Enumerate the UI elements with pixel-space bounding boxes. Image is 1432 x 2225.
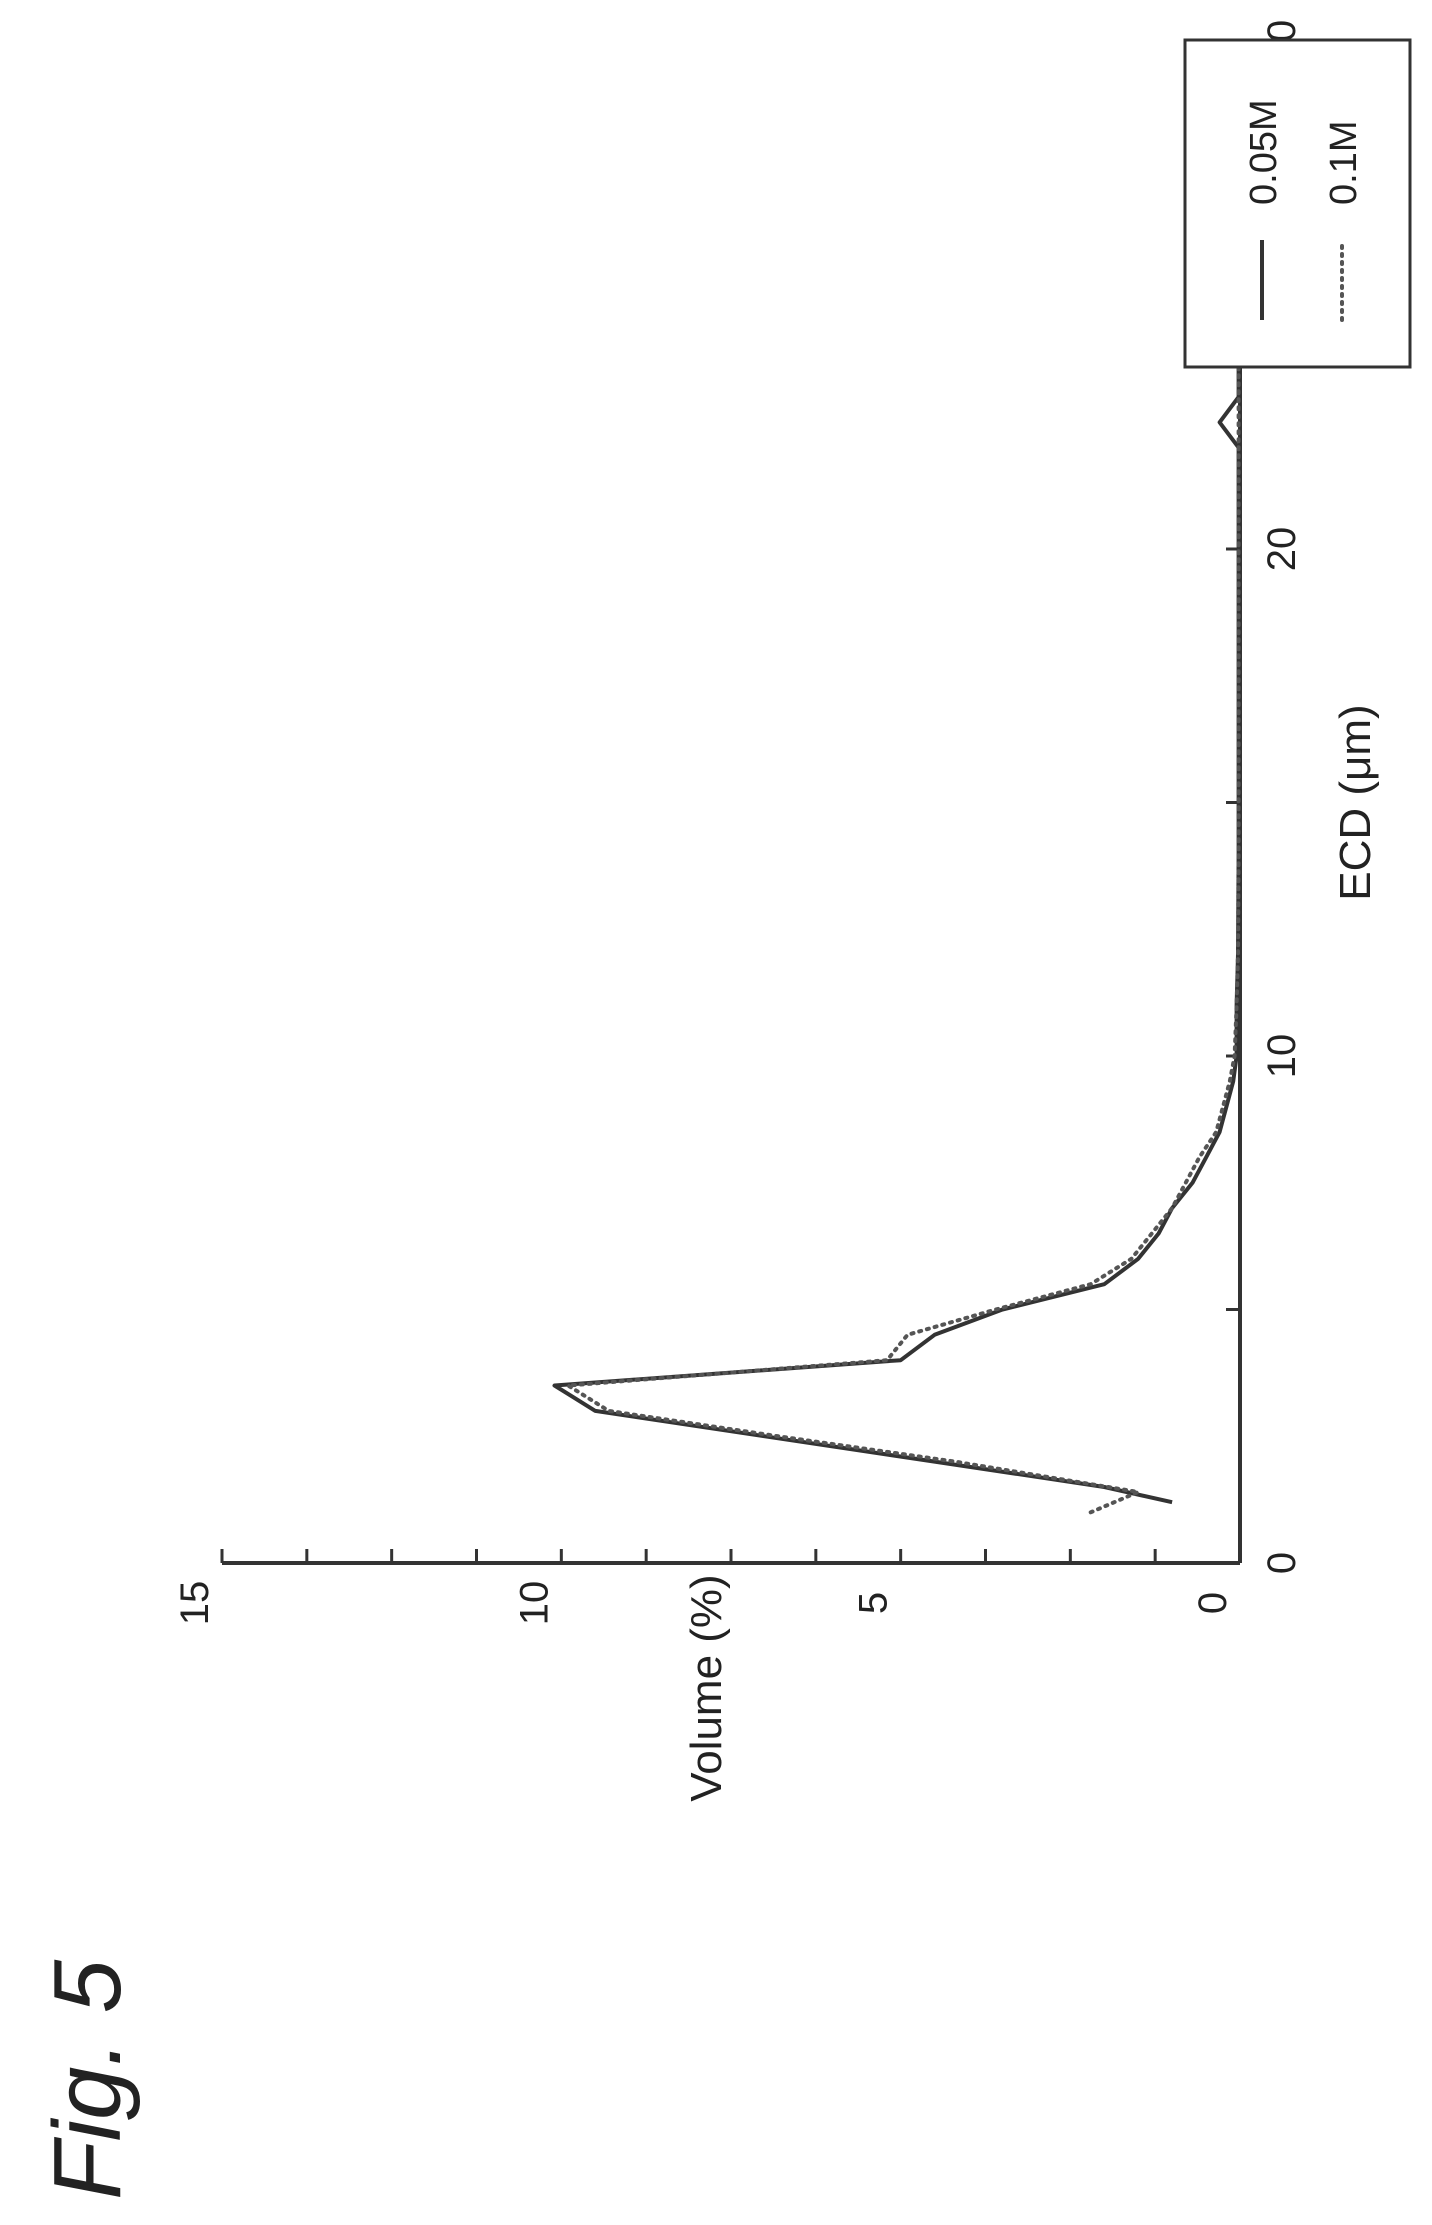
x-tick-label: 20 (1260, 527, 1304, 572)
y-axis-label: Volume (%) (682, 1574, 731, 1801)
legend-label-0.05M: 0.05M (1243, 99, 1285, 205)
plot-area: 0102030051015 (173, 20, 1304, 1626)
axes (222, 42, 1242, 1565)
figure-label: Fig. 5 (34, 1959, 141, 2200)
y-tick-label: 10 (512, 1581, 556, 1626)
y-tick-label: 15 (173, 1581, 217, 1626)
legend: 0.05M 0.1M (1183, 38, 1412, 369)
series-layer (552, 40, 1241, 1515)
ticks: 0102030051015 (173, 20, 1304, 1626)
y-tick-label: 5 (852, 1592, 896, 1614)
series-line-0.05M (552, 42, 1241, 1505)
legend-box (1183, 38, 1412, 369)
y-tick-label: 0 (1191, 1592, 1235, 1614)
x-tick-label: 10 (1260, 1034, 1304, 1079)
x-axis-label: ECD (μm) (1331, 704, 1380, 900)
legend-label-0.1M: 0.1M (1323, 121, 1365, 205)
series-line-0.1M (561, 40, 1241, 1515)
x-tick-label: 0 (1260, 1552, 1304, 1574)
